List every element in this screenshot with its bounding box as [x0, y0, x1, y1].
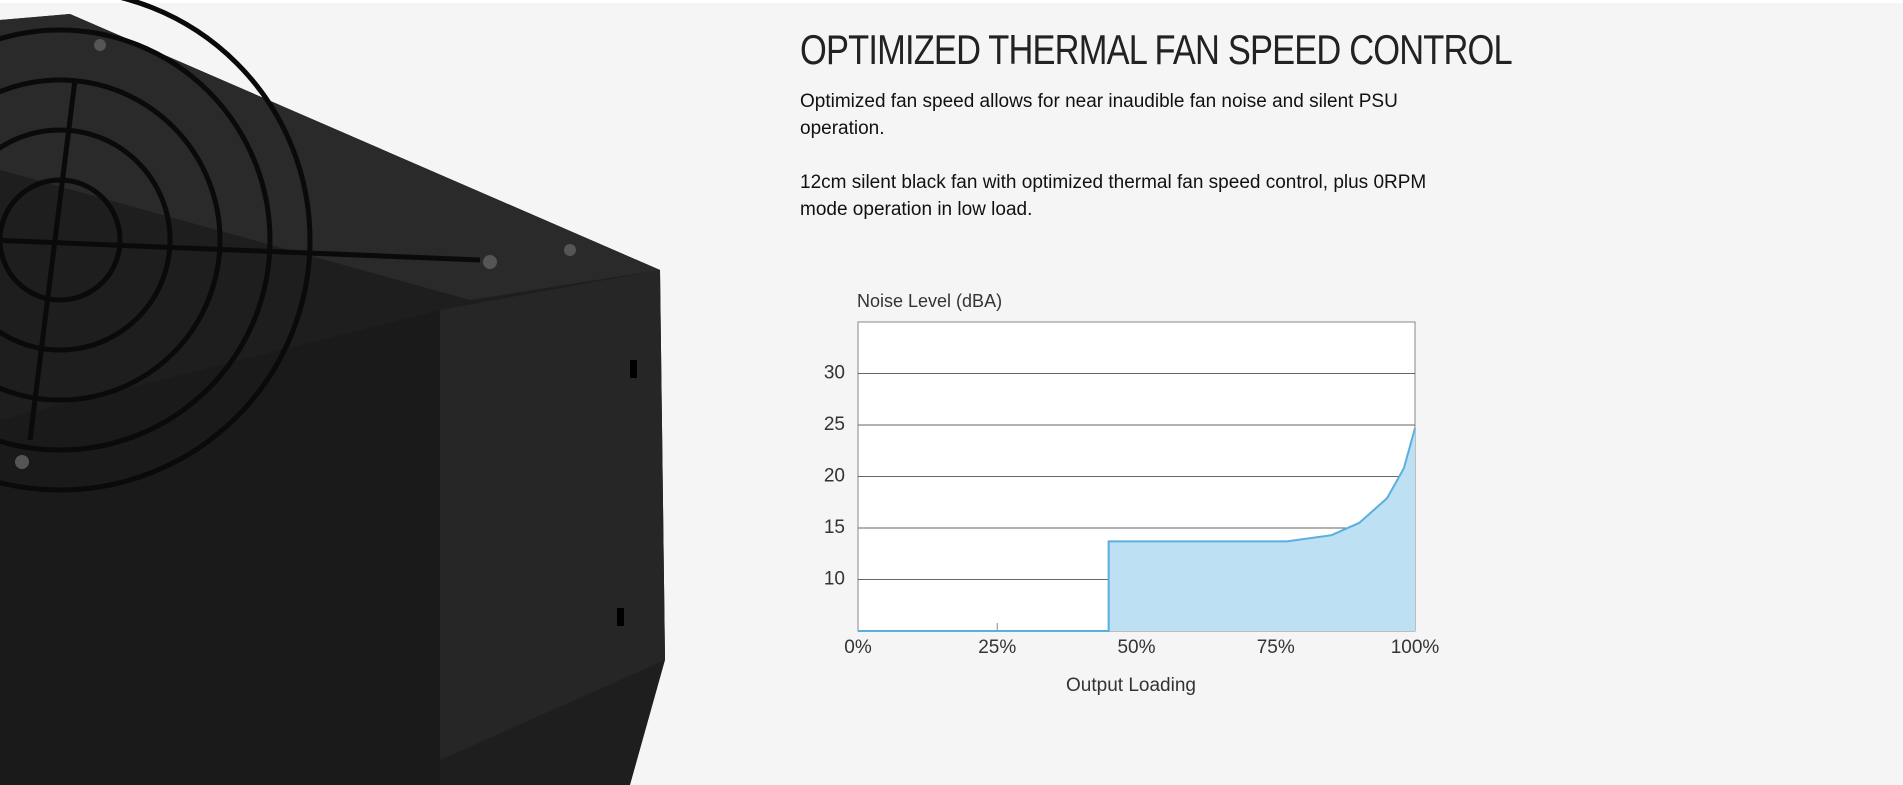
paragraph: 12cm silent black fan with optimized the… — [800, 172, 1427, 220]
x-tick-label: 0% — [844, 637, 872, 658]
x-tick-label: 25% — [978, 637, 1016, 658]
y-tick-label: 15 — [824, 517, 845, 538]
x-axis-title: Output Loading — [1066, 675, 1196, 696]
y-tick-label: 25 — [824, 414, 845, 435]
x-tick-label: 100% — [1391, 637, 1440, 658]
y-axis-title: Noise Level (dBA) — [857, 291, 1002, 311]
psu-image — [0, 0, 665, 785]
y-tick-label: 20 — [824, 466, 845, 487]
y-tick-label: 30 — [824, 363, 845, 384]
y-tick-label: 10 — [824, 569, 845, 590]
heading: OPTIMIZED THERMAL FAN SPEED CONTROL — [800, 26, 1513, 73]
x-tick-label: 50% — [1117, 637, 1155, 658]
paragraph: Optimized fan speed allows for near inau… — [800, 91, 1398, 139]
top-bar — [0, 0, 1903, 3]
x-tick-label: 75% — [1257, 637, 1295, 658]
area-line — [858, 427, 1416, 632]
area-fill — [858, 428, 1415, 631]
